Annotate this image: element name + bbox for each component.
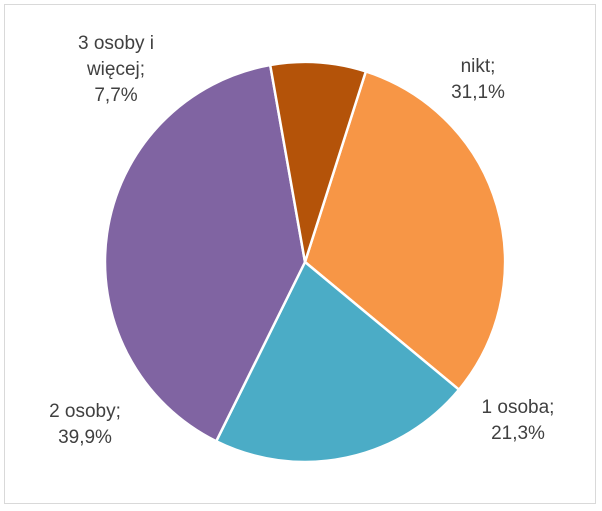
data-label-3-osoby-i-wi-cej: 3 osoby i więcej; 7,7% [78,33,154,106]
data-label-nikt: nikt; 31,1% [451,56,505,103]
pie-slice-2-osoby [103,63,307,443]
data-label-2-osoby: 2 osoby; 39,9% [49,401,121,448]
pie-slice-nikt [303,70,507,391]
data-label-1-osoba: 1 osoba; 21,3% [482,397,555,444]
pie-slice-3-osoby-i-wi-cej [268,60,368,264]
pie-slice-1-osoba [215,260,461,464]
